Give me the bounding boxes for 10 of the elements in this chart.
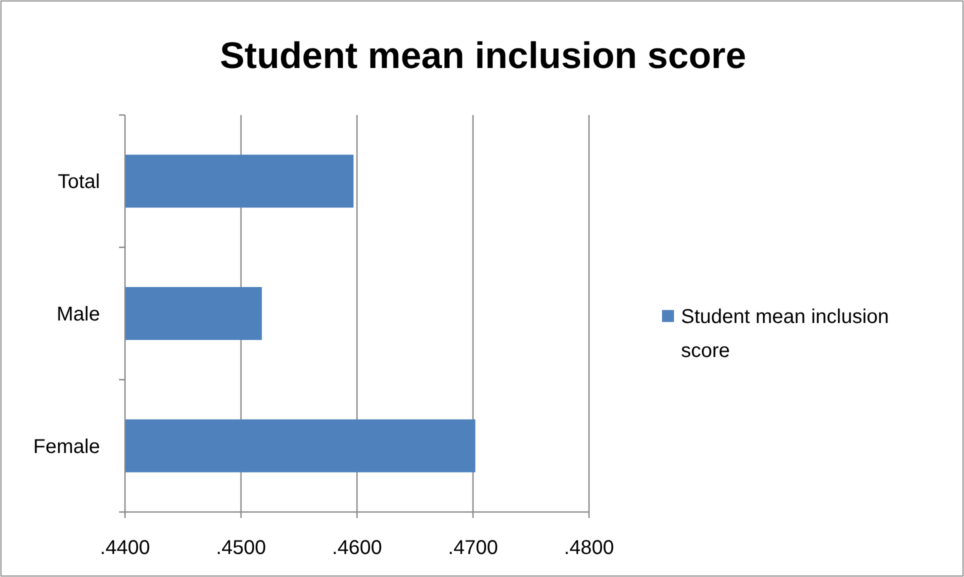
x-tick-label: .4800 bbox=[564, 537, 614, 559]
x-tick-label: .4700 bbox=[448, 537, 498, 559]
y-tick-label: Male bbox=[56, 304, 100, 326]
y-tick-label: Total bbox=[58, 171, 100, 194]
x-tick-label: .4400 bbox=[100, 537, 150, 559]
y-tick-label: Female bbox=[33, 436, 100, 458]
x-tick-label: .4500 bbox=[216, 537, 266, 559]
chart-title: Student mean inclusion score bbox=[220, 35, 746, 76]
legend-label: Student mean inclusion score bbox=[681, 306, 889, 362]
x-tick-label: .4600 bbox=[332, 537, 382, 559]
